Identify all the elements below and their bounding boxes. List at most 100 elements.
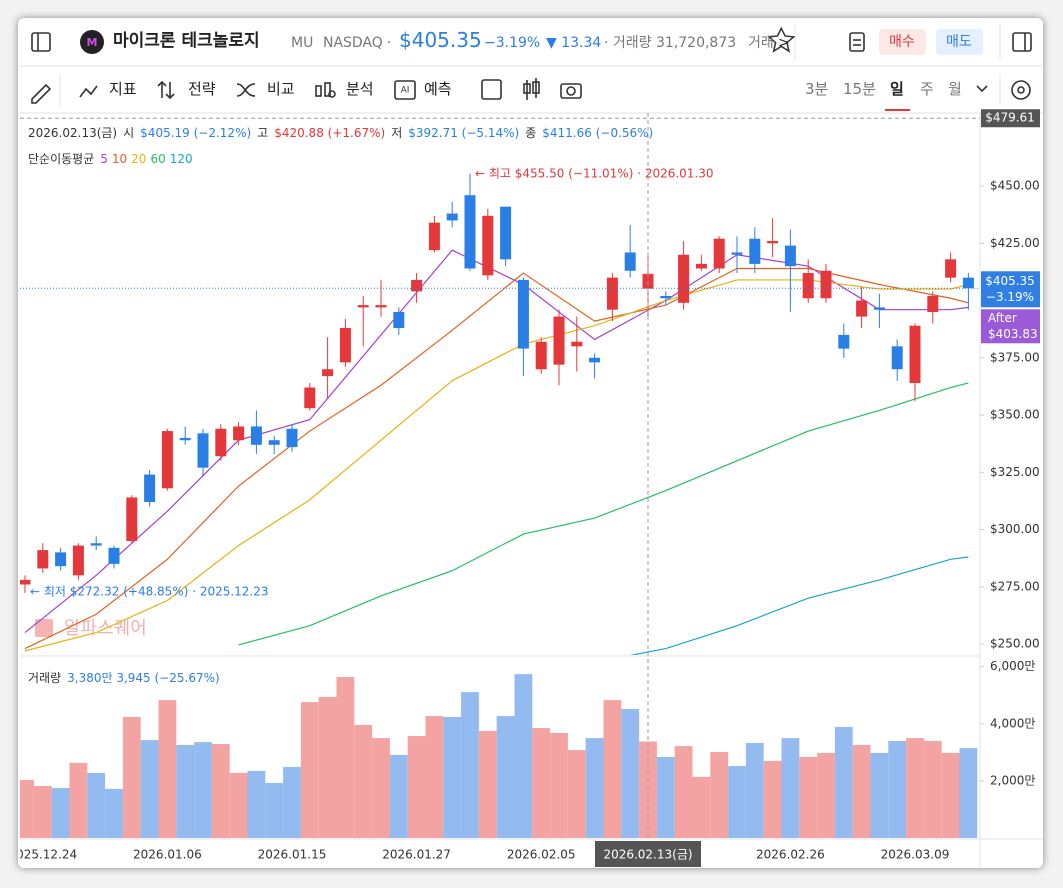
volume-bar xyxy=(674,746,693,838)
volume-bar xyxy=(603,700,622,838)
candle-body xyxy=(393,311,405,329)
shape-icon[interactable] xyxy=(481,79,502,100)
tool[interactable]: 예측 xyxy=(424,80,452,98)
candle-body xyxy=(820,270,832,299)
ohlc-value: $411.66 (−0.56%) xyxy=(542,126,654,140)
candle-body xyxy=(767,241,779,244)
volume-bar xyxy=(265,782,284,838)
volume-bar xyxy=(941,752,960,838)
volume-bar xyxy=(247,770,266,838)
analysis-icon[interactable] xyxy=(315,85,322,97)
indicator-icon[interactable] xyxy=(79,85,98,98)
volume-bar xyxy=(906,738,924,838)
candle-body xyxy=(731,252,743,255)
more-arrow[interactable]: > xyxy=(778,35,790,51)
annotation-high: ← 최고 $455.50 (−11.01%) · 2026.01.30 xyxy=(475,167,714,181)
interval[interactable]: 3분 xyxy=(805,80,829,98)
interval[interactable]: 월 xyxy=(948,80,962,98)
candle-body xyxy=(927,295,939,312)
icons xyxy=(31,26,1032,104)
candle-body xyxy=(55,552,67,567)
ohlc-label: 저 xyxy=(391,126,403,140)
y-tick-label: $375.00 xyxy=(990,350,1040,364)
x-tick-label: 2026.01.27 xyxy=(382,848,451,862)
star-icon[interactable] xyxy=(767,26,796,53)
y-tick-label: $275.00 xyxy=(990,579,1040,593)
candle-body xyxy=(428,222,440,251)
y-tick-label: $425.00 xyxy=(990,236,1040,250)
clipboard-icon[interactable] xyxy=(849,32,865,52)
candle-body xyxy=(250,426,262,445)
chrome xyxy=(20,24,1043,868)
volume-bar xyxy=(870,752,889,838)
interval[interactable]: 15분 xyxy=(843,80,876,98)
volume-bar xyxy=(621,708,640,838)
tool[interactable]: 지표 xyxy=(109,80,137,98)
volume-bar xyxy=(229,772,248,838)
volume-bar xyxy=(550,732,568,838)
candle-body xyxy=(695,263,707,269)
candle-body xyxy=(749,238,761,264)
buy-button[interactable] xyxy=(879,29,926,55)
tool[interactable]: 분석 xyxy=(346,80,374,98)
volume-bar xyxy=(69,762,88,838)
y-tick-label: $325.00 xyxy=(990,465,1040,479)
candle-body xyxy=(126,497,138,541)
volume-title: 거래량 xyxy=(28,671,62,685)
buy-label[interactable]: 매수 xyxy=(889,34,915,50)
y-tick-label: $450.00 xyxy=(990,179,1040,193)
volume-legend: 거래량 3,380만 3,945 (−25.67%) xyxy=(28,669,226,686)
interval[interactable]: 주 xyxy=(920,80,934,98)
candle-body xyxy=(215,428,227,457)
x-tick-label: 2026.01.15 xyxy=(258,848,327,862)
volume-pane xyxy=(20,674,978,838)
volume-bar xyxy=(585,738,604,838)
volume-bar xyxy=(834,726,853,838)
candle-body xyxy=(802,273,814,299)
candle-body xyxy=(784,245,796,267)
crosshair-x-label: 2026.02.13(금) xyxy=(603,848,692,862)
sidebar-icon[interactable] xyxy=(1012,32,1032,52)
volume-bar xyxy=(211,744,230,838)
volume-bar xyxy=(51,788,70,838)
sell-label[interactable]: 매도 xyxy=(946,34,972,50)
ohlc-value: $420.88 (+1.67%) xyxy=(274,126,386,140)
candle-body xyxy=(411,279,423,292)
candle-body xyxy=(72,545,84,576)
sell-button[interactable] xyxy=(936,29,983,55)
x-tick-label: 2026.01.06 xyxy=(133,848,202,862)
chevron-icon[interactable] xyxy=(976,85,988,93)
camera-icon[interactable] xyxy=(560,83,582,99)
legend-date: 2026.02.13(금) xyxy=(28,126,118,140)
volume-bar xyxy=(283,766,301,838)
x-tick-label: 2026.03.09 xyxy=(881,848,950,862)
candle-body xyxy=(660,295,672,299)
watermark-logo xyxy=(35,619,53,637)
x-tick-label: 2025.12.24 xyxy=(8,848,77,862)
compare-icon[interactable] xyxy=(236,83,256,97)
tool[interactable]: 전략 xyxy=(188,80,216,98)
volume-bar xyxy=(959,748,978,838)
candle-body xyxy=(624,252,636,271)
gear-icon[interactable] xyxy=(1011,80,1031,100)
candle-body xyxy=(357,305,369,308)
ai-icon[interactable] xyxy=(394,80,416,100)
candle-body xyxy=(20,579,31,585)
volume: · 거래량 31,720,873 xyxy=(604,35,737,51)
volume-bar xyxy=(33,786,52,838)
interval-selected[interactable]: 일 xyxy=(890,80,904,98)
volume-bar xyxy=(389,754,408,838)
y-tick-label: $300.00 xyxy=(990,522,1040,536)
candle-body xyxy=(678,254,690,303)
strategy-icon[interactable] xyxy=(157,80,175,100)
tool[interactable]: 비교 xyxy=(267,80,295,98)
pencil-icon[interactable] xyxy=(31,83,52,104)
candle-body xyxy=(90,543,102,546)
after-label: After xyxy=(988,311,1017,325)
after-price: $403.83 xyxy=(988,327,1038,341)
ma-line xyxy=(238,382,969,646)
volume-bar xyxy=(425,716,444,838)
volume-bar xyxy=(20,780,34,838)
sidebar-icon[interactable] xyxy=(31,32,51,52)
